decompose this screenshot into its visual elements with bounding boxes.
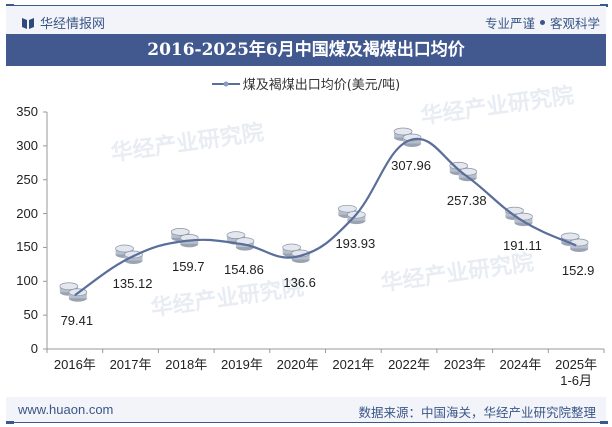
footer-url[interactable]: www.huaon.com bbox=[18, 402, 114, 417]
chart-title: 2016-2025年6月中国煤及褐煤出口均价 bbox=[6, 34, 606, 66]
x-tick-label: 2016年 bbox=[53, 357, 96, 372]
data-label: 154.86 bbox=[224, 262, 264, 278]
y-tick-label: 100 bbox=[16, 273, 38, 289]
bottom-border-cap-left bbox=[6, 421, 14, 424]
data-label: 191.11 bbox=[503, 237, 542, 253]
brand-name: 华经情报网 bbox=[40, 17, 106, 32]
x-tick-label: 2024年 bbox=[499, 357, 542, 372]
slogan-left: 专业严谨 bbox=[484, 16, 535, 31]
top-border-cap-left bbox=[6, 4, 14, 7]
chart-legend: 煤及褐煤出口均价(美元/吨) bbox=[0, 74, 612, 93]
bullet-dot-icon bbox=[539, 20, 545, 25]
data-label: 135.12 bbox=[112, 275, 153, 291]
book-logo-icon bbox=[22, 17, 34, 29]
brand: 华经情报网 bbox=[22, 13, 105, 32]
y-tick-label: 350 bbox=[16, 104, 38, 119]
series-line bbox=[74, 137, 577, 297]
slogan: 专业严谨 客观科学 bbox=[485, 13, 600, 32]
legend-label: 煤及褐煤出口均价(美元/吨) bbox=[242, 78, 401, 93]
top-border bbox=[6, 5, 606, 6]
x-tick-label: 2023年 bbox=[443, 357, 486, 372]
footer-bar: www.huaon.com 数据来源：中国海关，华经产业研究院整理 bbox=[6, 397, 606, 422]
data-source: 数据来源：中国海关，华经产业研究院整理 bbox=[358, 405, 596, 420]
data-label: 257.38 bbox=[446, 192, 487, 208]
y-tick-label: 200 bbox=[16, 205, 38, 221]
top-border-cap-right bbox=[600, 4, 608, 7]
x-tick-label: 2025年 1-6月 bbox=[555, 357, 598, 388]
y-tick-label: 300 bbox=[16, 137, 38, 153]
x-tick-label: 2021年 bbox=[332, 357, 375, 372]
x-tick-label: 2022年 bbox=[388, 357, 430, 372]
data-label: 159.7 bbox=[171, 258, 205, 274]
data-label: 136.6 bbox=[283, 274, 316, 290]
x-tick-label: 2020年 bbox=[276, 357, 319, 372]
y-tick-label: 150 bbox=[16, 239, 38, 255]
bottom-border bbox=[6, 422, 606, 423]
data-label: 193.93 bbox=[335, 235, 376, 251]
slogan-right: 客观科学 bbox=[549, 16, 600, 31]
axes bbox=[43, 111, 605, 353]
x-tick-label: 2017年 bbox=[109, 357, 152, 372]
legend-line-marker-icon bbox=[211, 81, 240, 86]
data-label: 152.9 bbox=[561, 263, 595, 279]
x-tick-label: 2018年 bbox=[165, 357, 208, 372]
y-tick-label: 250 bbox=[16, 171, 38, 187]
y-tick-label: 0 bbox=[30, 341, 38, 356]
bottom-border-cap-right bbox=[600, 421, 608, 424]
data-label: 79.41 bbox=[60, 313, 94, 329]
data-label: 307.96 bbox=[391, 158, 431, 174]
header-bar: 华经情报网 专业严谨 客观科学 bbox=[6, 6, 606, 34]
x-tick-label: 2019年 bbox=[220, 357, 263, 372]
y-tick-label: 50 bbox=[23, 307, 38, 323]
